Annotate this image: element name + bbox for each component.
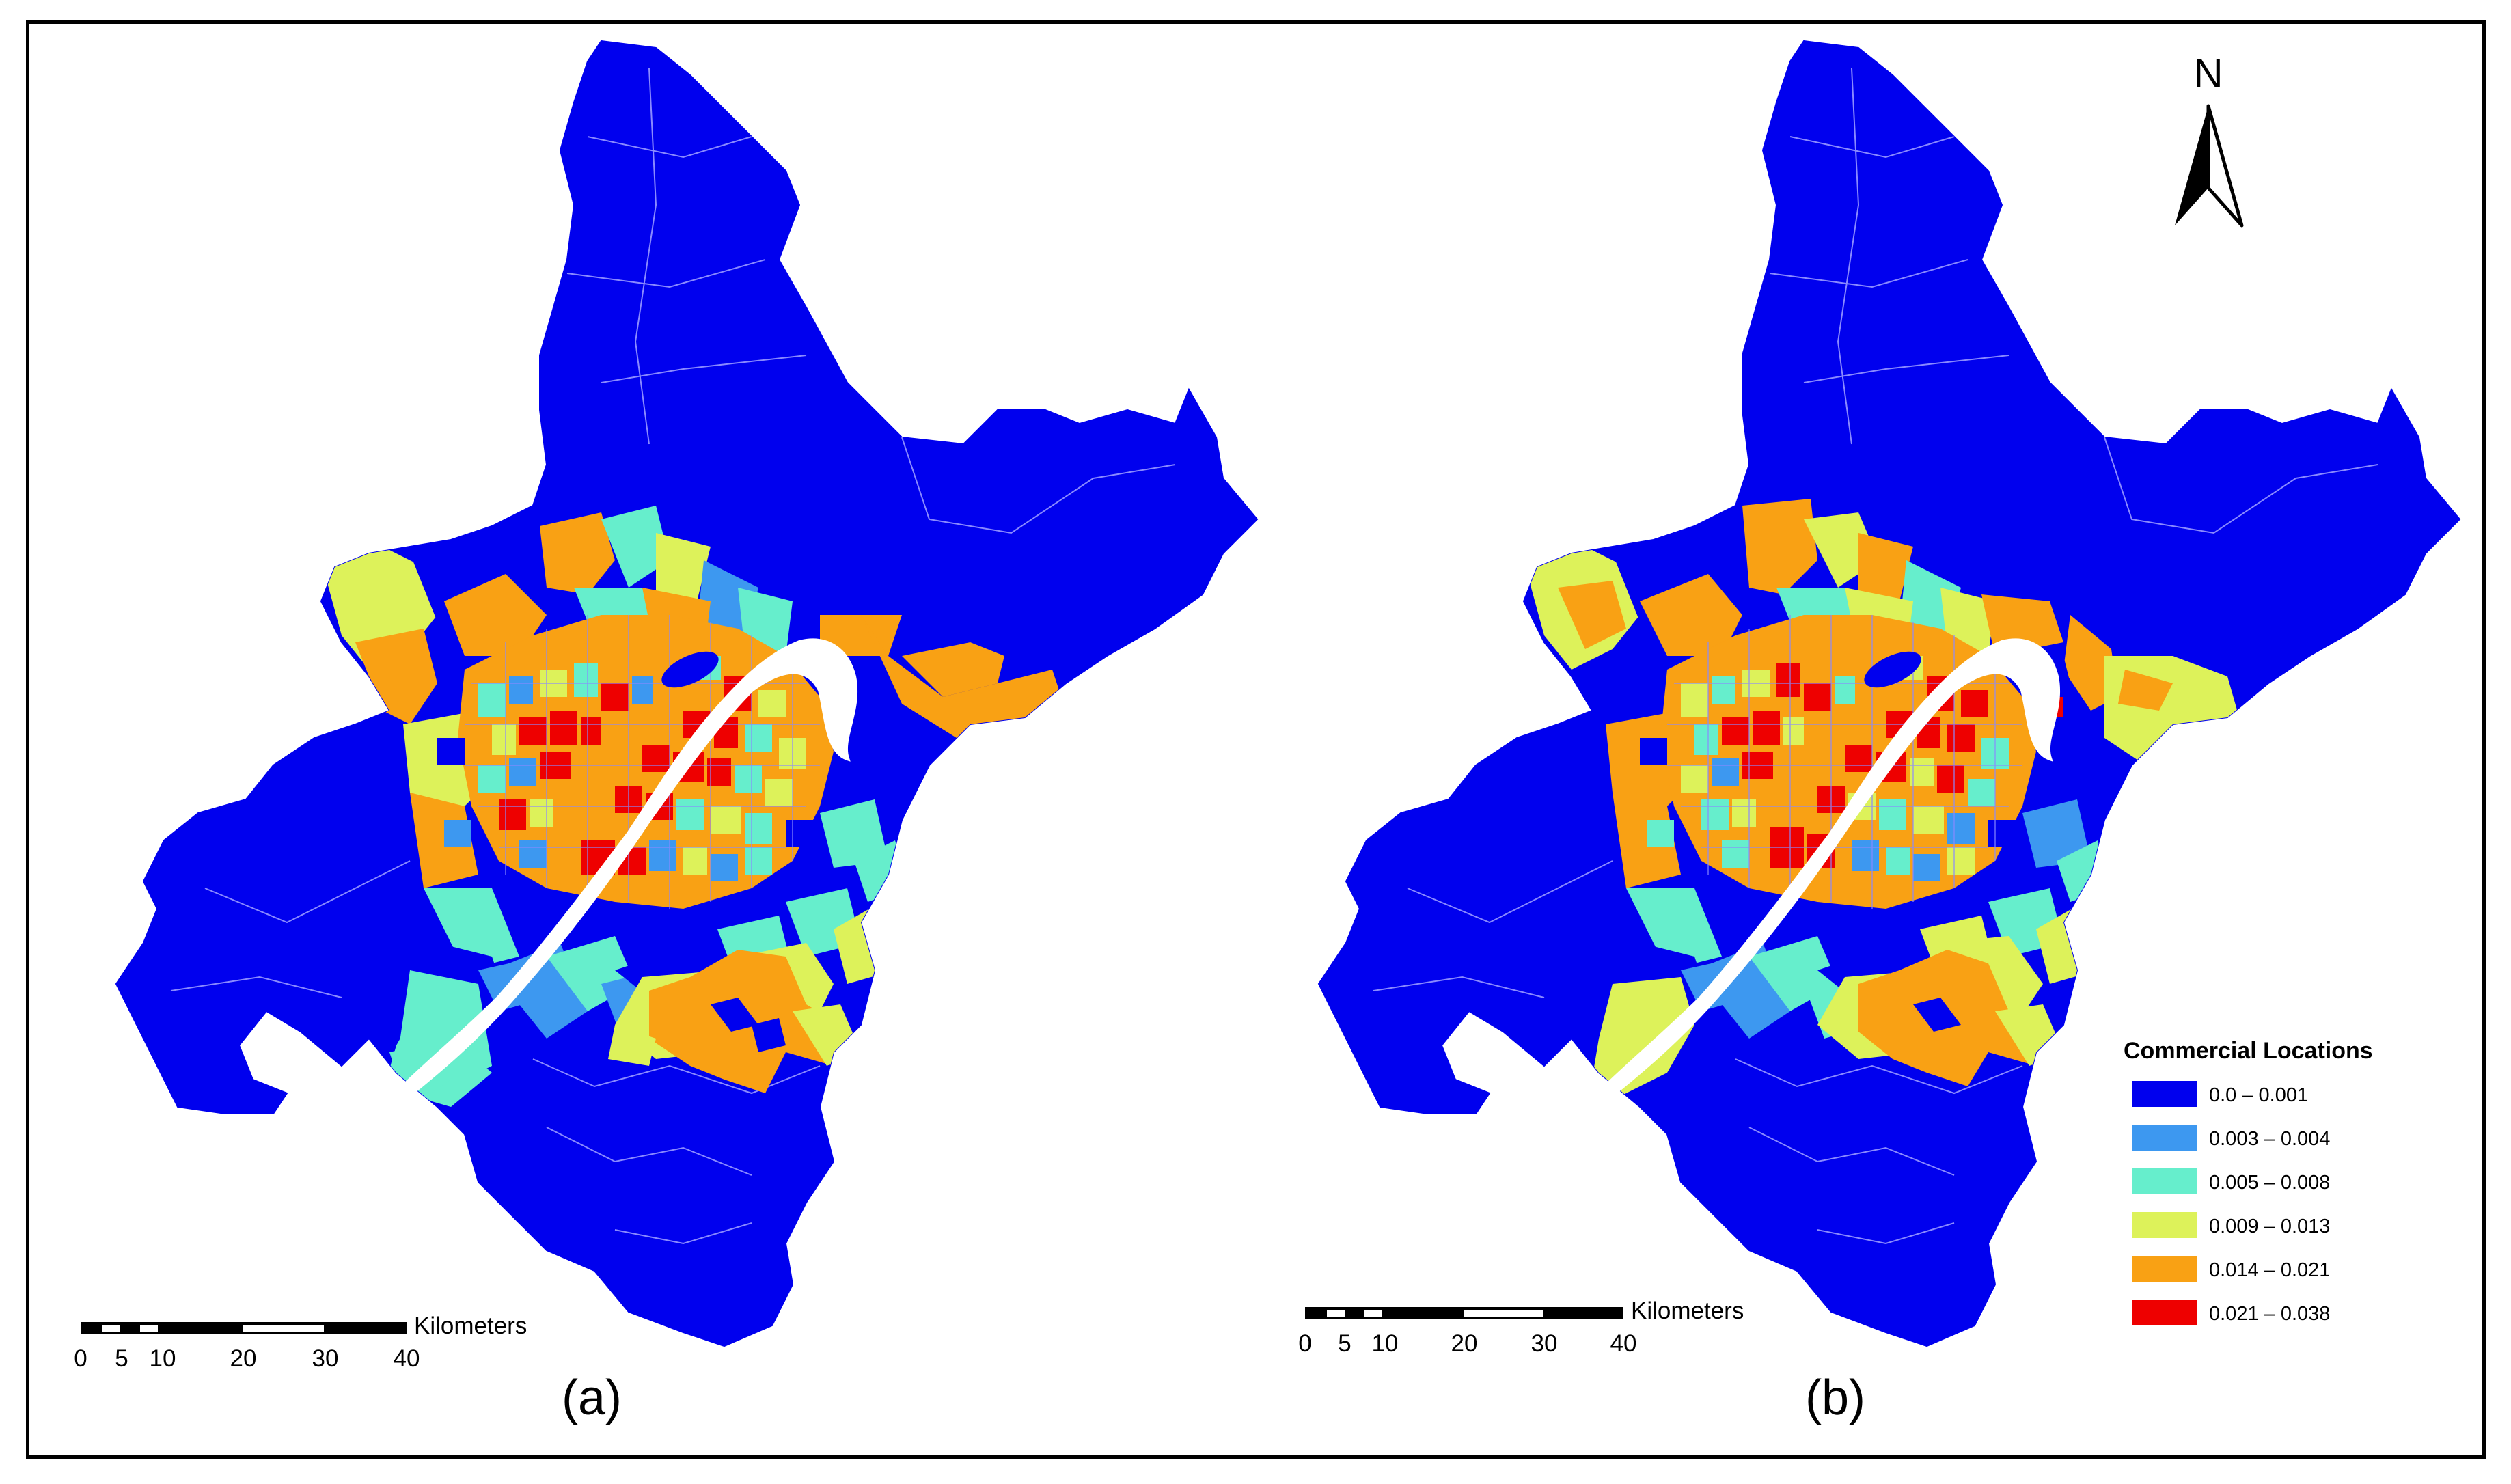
scale-bar-a-tick: 10 xyxy=(150,1345,176,1372)
scale-bar-a-unit: Kilometers xyxy=(414,1313,527,1339)
panel-b-core-grid xyxy=(1667,615,2022,909)
scale-bar-a: Kilometers 0 5 10 20 30 40 xyxy=(74,1313,527,1372)
scale-bar-b-tick: 10 xyxy=(1372,1330,1399,1357)
panel-a-core-grid xyxy=(465,615,820,909)
scale-bar-b-tick: 20 xyxy=(1451,1330,1478,1357)
panel-b-zones xyxy=(1373,68,2378,1245)
legend-label: 0.009 – 0.013 xyxy=(2209,1215,2330,1237)
north-arrow-right-half xyxy=(2206,104,2244,228)
legend-label: 0.003 – 0.004 xyxy=(2209,1128,2330,1150)
scale-bar-a-tick: 0 xyxy=(74,1345,87,1372)
north-arrow: N xyxy=(2175,51,2244,228)
legend-label: 0.021 – 0.038 xyxy=(2209,1303,2330,1325)
panel-label-a: (a) xyxy=(562,1371,622,1425)
scale-bar-a-tick: 40 xyxy=(394,1345,420,1372)
scale-bar-a-tick: 5 xyxy=(115,1345,128,1372)
panel-label-b: (b) xyxy=(1805,1371,1865,1425)
legend-label: 0.0 – 0.001 xyxy=(2209,1084,2308,1106)
panel-b-district-lines xyxy=(1373,68,2378,1245)
panel-b-river xyxy=(1595,638,2061,1103)
legend-swatch xyxy=(2132,1168,2197,1194)
north-arrow-left-half xyxy=(2175,106,2208,225)
panel-a-lake xyxy=(661,651,719,688)
legend-swatch xyxy=(2132,1081,2197,1107)
legend-label: 0.014 – 0.021 xyxy=(2209,1259,2330,1281)
panel-b-lake xyxy=(1864,651,1921,688)
legend-swatch xyxy=(2132,1212,2197,1238)
scale-bar-b-tick: 30 xyxy=(1531,1330,1558,1357)
scale-bar-b-unit: Kilometers xyxy=(1631,1297,1744,1324)
legend-item: 0.009 – 0.013 xyxy=(2132,1212,2330,1238)
scale-bar-b-tick: 5 xyxy=(1338,1330,1351,1357)
map-panel-a xyxy=(115,40,1258,1347)
legend-item: 0.021 – 0.038 xyxy=(2132,1300,2330,1325)
scale-bar-a-tick: 30 xyxy=(312,1345,339,1372)
legend-swatch xyxy=(2132,1256,2197,1282)
scale-bar-b-tick: 40 xyxy=(1610,1330,1637,1357)
legend-swatch xyxy=(2132,1300,2197,1325)
panel-a-river xyxy=(393,638,858,1103)
scale-bar-b: Kilometers 0 5 10 20 30 40 xyxy=(1298,1297,1744,1357)
scale-bar-a-tick: 20 xyxy=(230,1345,257,1372)
legend: Commercial Locations 0.0 – 0.001 0.003 –… xyxy=(2124,1038,2373,1325)
panel-a-district-lines xyxy=(170,68,1176,1245)
legend-item: 0.014 – 0.021 xyxy=(2132,1256,2330,1282)
legend-label: 0.005 – 0.008 xyxy=(2209,1172,2330,1194)
legend-item: 0.005 – 0.008 xyxy=(2132,1168,2330,1194)
map-panel-b xyxy=(1318,40,2460,1347)
north-arrow-label: N xyxy=(2193,51,2223,96)
figure-frame xyxy=(26,20,2486,1459)
scale-bar-b-tick: 0 xyxy=(1298,1330,1311,1357)
panel-b-core-cells xyxy=(1640,656,2063,881)
legend-title: Commercial Locations xyxy=(2124,1038,2373,1064)
legend-item: 0.003 – 0.004 xyxy=(2132,1125,2330,1151)
legend-item: 0.0 – 0.001 xyxy=(2132,1081,2308,1107)
legend-swatch xyxy=(2132,1125,2197,1151)
